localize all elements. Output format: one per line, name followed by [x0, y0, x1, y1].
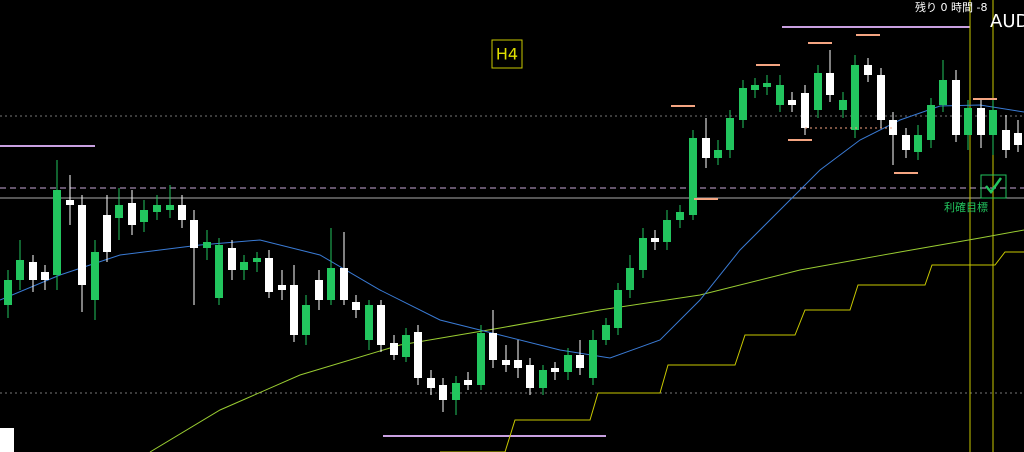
candle-body	[977, 108, 985, 135]
candle-body	[689, 138, 697, 215]
candle-body	[178, 205, 186, 220]
moving-average-slow	[149, 229, 1024, 452]
candle-body	[452, 383, 460, 400]
candle-body	[776, 85, 784, 105]
candle-body	[53, 190, 61, 275]
candle-body	[489, 333, 497, 360]
candle-body	[751, 85, 759, 90]
candle-body	[315, 280, 323, 300]
candle-body	[826, 73, 834, 95]
candle-body	[215, 245, 223, 298]
candle-body	[502, 360, 510, 365]
candle-body	[78, 205, 86, 285]
countdown-label: 残り 0 時間 -8	[915, 0, 987, 14]
candle-body	[651, 238, 659, 242]
candle-body	[103, 215, 111, 252]
candle-body	[989, 110, 997, 135]
candle-body	[190, 220, 198, 248]
candle-body	[1014, 133, 1022, 145]
candle-body	[939, 80, 947, 105]
candle-body	[663, 220, 671, 242]
candle-body	[265, 258, 273, 292]
candle-body	[927, 105, 935, 140]
candle-body	[952, 80, 960, 135]
candle-body	[889, 120, 897, 135]
candle-body	[439, 385, 447, 400]
candle-body	[365, 305, 373, 340]
candle-body	[16, 260, 24, 280]
candle-body	[676, 212, 684, 220]
candle-body	[402, 335, 410, 357]
candle-body	[140, 210, 148, 222]
candle-body	[626, 268, 634, 290]
candle-body	[564, 355, 572, 372]
candle-body	[602, 325, 610, 340]
check-icon	[985, 177, 1003, 195]
candle-body	[526, 365, 534, 388]
candle-body	[702, 138, 710, 158]
candle-body	[464, 380, 472, 385]
candle-body	[514, 360, 522, 368]
candle-body	[714, 150, 722, 158]
candle-body	[41, 272, 49, 280]
candle-body	[390, 343, 398, 355]
candle-body	[240, 262, 248, 270]
candle-body	[228, 248, 236, 270]
target-box	[980, 174, 1007, 199]
candle-body	[352, 302, 360, 310]
candle-body	[788, 100, 796, 105]
candle-body	[340, 268, 348, 300]
candle-body	[290, 285, 298, 335]
candle-body	[153, 205, 161, 212]
symbol-label: AUD	[990, 11, 1024, 32]
candle-body	[539, 370, 547, 388]
corner-marker	[0, 428, 14, 452]
candle-body	[864, 65, 872, 75]
candle-body	[414, 332, 422, 378]
candle-body	[1002, 130, 1010, 150]
candle-body	[4, 280, 12, 305]
candle-body	[377, 305, 385, 345]
candle-body	[964, 108, 972, 135]
candle-body	[91, 252, 99, 300]
candle-body	[551, 368, 559, 372]
candle-body	[902, 135, 910, 150]
candle-body	[639, 238, 647, 270]
candle-body	[614, 290, 622, 328]
timeframe-label: H4	[496, 45, 518, 64]
target-label: 利確目標	[944, 200, 988, 214]
candle-body	[839, 100, 847, 110]
candle-body	[66, 200, 74, 205]
candle-body	[128, 203, 136, 225]
candles	[4, 34, 1022, 415]
candle-body	[801, 93, 809, 128]
candle-body	[427, 378, 435, 388]
candle-body	[166, 205, 174, 210]
candle-body	[278, 285, 286, 290]
candle-body	[851, 65, 859, 130]
candle-body	[814, 73, 822, 110]
candle-body	[739, 88, 747, 120]
candle-body	[477, 333, 485, 385]
candle-body	[914, 135, 922, 152]
candle-body	[576, 355, 584, 368]
candle-body	[302, 305, 310, 335]
candle-body	[327, 268, 335, 300]
candle-body	[763, 83, 771, 87]
candle-body	[589, 340, 597, 378]
candle-body	[29, 262, 37, 280]
timeframe-box	[491, 39, 523, 69]
candle-body	[203, 242, 211, 248]
step-line	[440, 251, 1024, 452]
candle-body	[253, 258, 261, 262]
candle-body	[726, 118, 734, 150]
moving-average-fast	[0, 104, 1024, 359]
candle-body	[115, 205, 123, 218]
candle-body	[877, 75, 885, 120]
